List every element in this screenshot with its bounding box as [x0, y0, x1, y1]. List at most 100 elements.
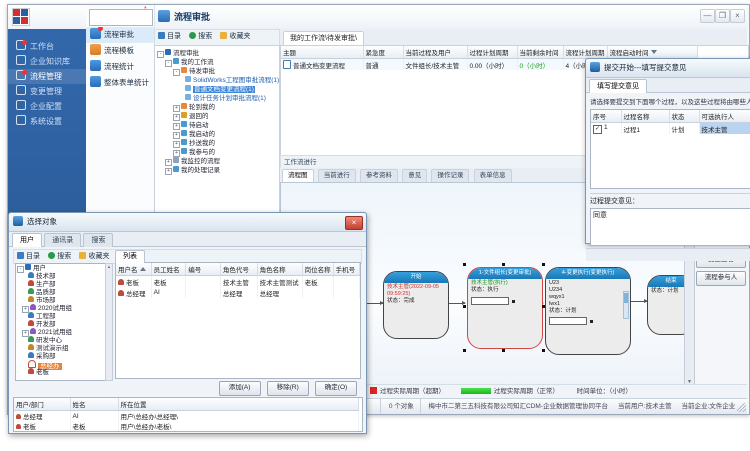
nav-item-process-statistics[interactable]: 流程统计 [86, 59, 154, 75]
column-header[interactable]: 员工姓名 [151, 263, 187, 276]
tree-item[interactable]: 开发部 [16, 320, 106, 328]
selection-handle[interactable] [463, 349, 466, 352]
tree-item[interactable]: + 轮到我的 [155, 103, 279, 112]
column-header[interactable]: 主题 [281, 46, 364, 59]
tab-flowchart[interactable]: 流程图 [282, 169, 314, 182]
column-header[interactable]: 用户/部门 [14, 398, 71, 411]
selected-user-row[interactable]: admin 管理员 用户\admin\ [14, 431, 358, 432]
selection-handle[interactable] [502, 349, 505, 352]
catalog-button[interactable]: 目录 [14, 250, 43, 263]
sidebar-item-change[interactable]: 变更管理 [8, 84, 86, 99]
tree-item[interactable]: SolidWorks工程图审批流程(1) [155, 76, 279, 85]
selection-handle[interactable] [542, 263, 545, 266]
expand-icon[interactable]: + [173, 150, 180, 157]
node-file-leader-review[interactable]: 1-文件组长(变更审批) 技术主管(执行) 状态：执行 [467, 267, 543, 349]
collapse-icon[interactable]: - [157, 51, 164, 58]
selected-user-row[interactable]: 总经理 AI 用户\总经办\总经理\ [14, 410, 359, 421]
tree-item[interactable]: - 我的工作流 [155, 58, 279, 67]
tree-item[interactable]: 技术部 [16, 272, 106, 280]
selection-handle[interactable] [463, 305, 466, 308]
tree-item[interactable]: 测试演示组 [16, 344, 106, 352]
column-header[interactable]: 姓名 [70, 398, 119, 411]
expand-icon[interactable]: + [173, 114, 180, 121]
selection-handle[interactable] [542, 349, 545, 352]
favorites-button[interactable]: 收藏夹 [217, 30, 253, 43]
close-button[interactable]: × [730, 9, 745, 23]
column-header[interactable]: 当前剩余时间 [517, 46, 564, 59]
expand-icon[interactable]: + [22, 330, 29, 337]
tree-item[interactable]: 工程部 [16, 312, 106, 320]
tab-current[interactable]: 当前进行 [317, 169, 356, 182]
tree-item[interactable]: - 用户 [16, 264, 106, 273]
tab-opinions[interactable]: 意见 [402, 169, 428, 182]
selection-handle[interactable] [463, 263, 466, 266]
worklist-tab[interactable]: 我的工作流\待发审批\ [283, 31, 364, 45]
dialog-titlebar[interactable]: 选择对象 [9, 213, 366, 232]
column-header[interactable]: 紧急度 [363, 46, 404, 59]
expand-icon[interactable]: + [22, 306, 29, 313]
column-header[interactable]: 当前过程及用户 [403, 46, 468, 59]
process-row[interactable]: 1 过程1 计划 技术主管 [591, 122, 750, 134]
user-row[interactable]: 老板 老板 技术主管 技术主管测试 老板 [116, 275, 360, 287]
node-change-execute[interactable]: 4-变更执行(变更执行) U23 U234 wqyx1 lwx1 状态：计划 [545, 267, 631, 355]
tree-item[interactable]: - 待发审批 [155, 67, 279, 76]
tab-users[interactable]: 用户 [12, 233, 42, 247]
selected-user-row[interactable]: 老板 老板 用户\总经办\老板\ [14, 421, 359, 431]
tab-contacts[interactable]: 通讯录 [44, 233, 82, 247]
executor-cell[interactable]: 技术主管 [699, 122, 750, 134]
column-header-sorted[interactable]: 流程启动时间 [607, 46, 698, 59]
tab-search[interactable]: 搜索 [83, 233, 114, 247]
favorites-button[interactable]: 收藏夹 [76, 250, 112, 263]
search-button[interactable]: 搜索 [186, 30, 215, 43]
tree-item[interactable]: + 我监控的流程 [155, 157, 279, 166]
node-start[interactable]: 开始 技术主管(2022-09-05 09:59:25) 状态：完成 [383, 271, 449, 339]
tree-item[interactable]: + 待启动 [155, 121, 279, 130]
tab-operation-log[interactable]: 操作记录 [431, 169, 470, 182]
tree-item[interactable]: - 流程审批 [155, 49, 279, 58]
column-header[interactable]: 过程计划周期 [467, 46, 518, 59]
collapse-icon[interactable]: - [17, 266, 24, 273]
collapse-icon[interactable]: - [173, 69, 180, 76]
tree-item[interactable]: +2020试用组 [16, 304, 106, 313]
column-header[interactable]: 过程名称 [621, 110, 670, 123]
tree-item[interactable]: + 我的处理记录 [155, 166, 279, 175]
expand-icon[interactable]: + [173, 141, 180, 148]
column-header[interactable]: 所在位置 [118, 398, 359, 411]
dialog-titlebar[interactable]: 提交开始---填写提交意见 [586, 59, 750, 78]
close-icon[interactable]: × [345, 216, 363, 230]
column-header[interactable]: 可选执行人 [699, 110, 750, 123]
tree-item[interactable]: 设计任务计划审批流程(1) [155, 94, 279, 103]
collapse-icon[interactable]: - [165, 60, 172, 67]
tree-item[interactable]: + 抄送我的 [155, 139, 279, 148]
ok-button[interactable]: 确定(O) [315, 381, 357, 396]
user-row[interactable]: 总经理 AI 总经理 总经理 [116, 287, 360, 298]
add-button[interactable]: 添加(A) [218, 381, 261, 396]
checkbox-checked[interactable] [593, 124, 602, 134]
tree-item-selected[interactable]: 普通文档变更流程(1) [155, 85, 279, 94]
column-header[interactable]: 手机号 [333, 263, 360, 276]
tree-item[interactable]: 研发中心 [16, 336, 106, 344]
column-header[interactable]: 角色名称 [257, 263, 303, 276]
tab-fill-comment[interactable]: 填写提交意见 [589, 79, 647, 93]
tree-item[interactable]: +2021试用组 [16, 328, 106, 337]
sidebar-item-process[interactable]: 流程管理 [8, 69, 86, 84]
member-list-scrollbar[interactable] [623, 291, 629, 319]
nav-search-input[interactable] [89, 9, 153, 26]
tree-item[interactable]: 品质部 [16, 288, 106, 296]
sidebar-item-system-settings[interactable]: 系统设置 [8, 114, 86, 129]
column-header-sorted[interactable]: 用户名 [116, 263, 152, 276]
column-header[interactable]: 岗位名称 [302, 263, 334, 276]
tree-item[interactable]: 采购部 [16, 352, 106, 360]
tab-list[interactable]: 列表 [115, 250, 145, 263]
process-participants-button[interactable]: 流程参与人 [696, 271, 746, 286]
column-header[interactable]: 序号 [591, 110, 622, 123]
column-header[interactable]: 角色代号 [220, 263, 258, 276]
tree-item[interactable]: + 我启动的 [155, 130, 279, 139]
catalog-button[interactable]: 目录 [155, 30, 184, 43]
column-header[interactable]: 流程计划周期 [563, 46, 608, 59]
nav-item-form-statistics[interactable]: 整体表单统计 [86, 75, 154, 91]
tree-item[interactable]: 市场部 [16, 296, 106, 304]
expand-icon[interactable]: + [173, 105, 180, 112]
column-header[interactable]: 状态 [669, 110, 700, 123]
tree-item[interactable]: + 我参与的 [155, 148, 279, 157]
